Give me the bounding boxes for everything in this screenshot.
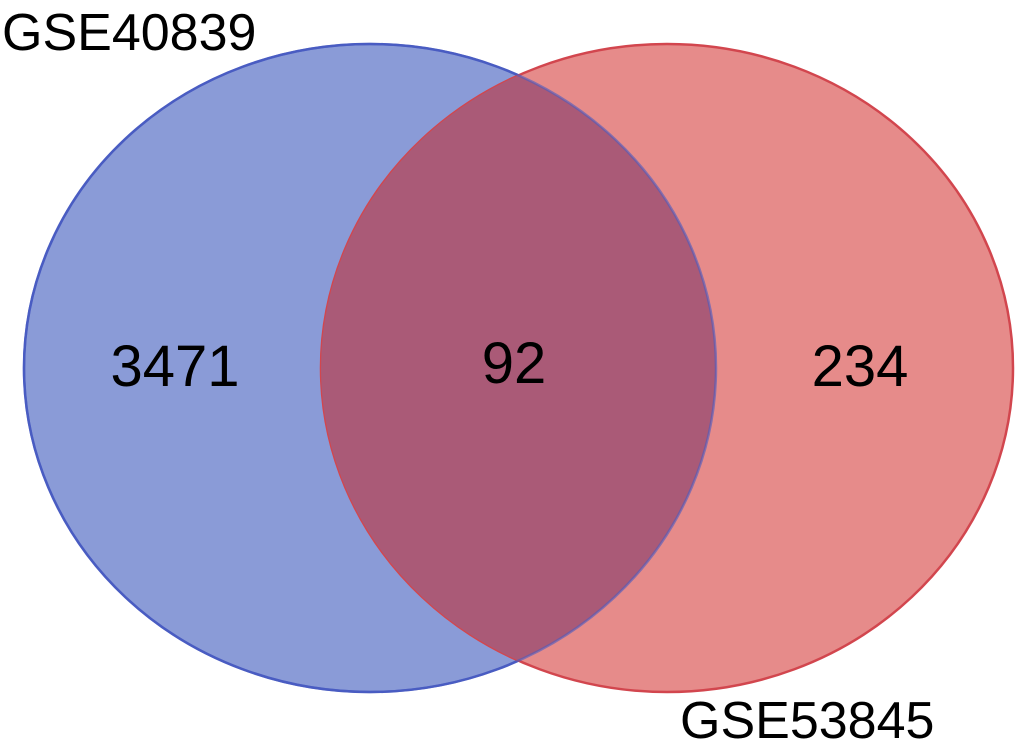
count-intersection: 92 [482,331,547,396]
set-outline-gse40839 [22,42,718,694]
set-label-gse53845: GSE53845 [680,692,934,749]
count-gse40839-only: 3471 [110,334,239,399]
intersection-region [321,44,716,692]
set-label-gse40839: GSE40839 [2,4,256,62]
count-gse53845-only: 234 [812,334,909,399]
